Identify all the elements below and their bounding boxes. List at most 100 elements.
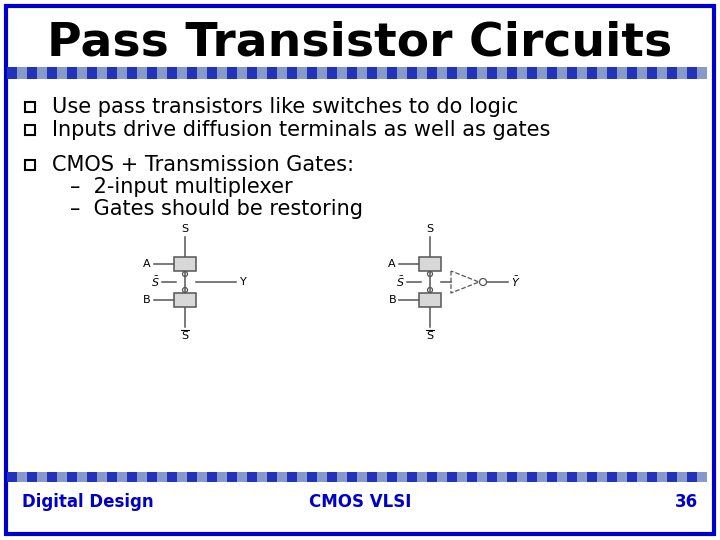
Text: Pass Transistor Circuits: Pass Transistor Circuits	[48, 21, 672, 65]
Text: B: B	[143, 295, 151, 305]
Bar	[174, 257, 196, 271]
Bar	[617, 67, 627, 79]
Bar	[347, 67, 357, 79]
Bar	[197, 67, 207, 79]
Bar	[37, 472, 47, 482]
Bar	[67, 472, 77, 482]
Text: –  2-input multiplexer: – 2-input multiplexer	[70, 177, 292, 197]
Bar	[157, 67, 167, 79]
Bar	[687, 67, 697, 79]
Bar	[277, 67, 287, 79]
Bar	[627, 472, 637, 482]
Bar	[517, 67, 527, 79]
Text: B: B	[388, 295, 396, 305]
Bar	[247, 472, 257, 482]
Bar	[67, 67, 77, 79]
Bar	[557, 67, 567, 79]
Bar	[677, 67, 687, 79]
Bar	[317, 472, 327, 482]
Bar	[267, 67, 277, 79]
Bar	[667, 472, 677, 482]
Text: S: S	[181, 331, 189, 341]
Bar	[377, 472, 387, 482]
Text: S: S	[426, 224, 433, 234]
Bar	[337, 67, 347, 79]
Bar	[487, 472, 497, 482]
Bar	[25, 160, 35, 170]
Bar	[557, 472, 567, 482]
Bar	[407, 472, 417, 482]
Bar	[537, 67, 547, 79]
Bar	[397, 67, 407, 79]
Bar	[287, 472, 297, 482]
Bar	[87, 67, 97, 79]
Bar	[167, 472, 177, 482]
Bar	[25, 102, 35, 112]
Bar	[657, 67, 667, 79]
Bar	[37, 67, 47, 79]
Bar	[417, 67, 427, 79]
Text: 36: 36	[675, 493, 698, 511]
Bar	[147, 472, 157, 482]
Bar	[447, 472, 457, 482]
Bar	[117, 472, 127, 482]
Bar	[397, 472, 407, 482]
Bar	[357, 472, 367, 482]
Bar	[567, 472, 577, 482]
Bar	[57, 67, 67, 79]
Bar	[127, 67, 137, 79]
Bar	[477, 472, 487, 482]
Text: A: A	[143, 259, 151, 269]
Bar	[457, 472, 467, 482]
Text: CMOS + Transmission Gates:: CMOS + Transmission Gates:	[52, 155, 354, 175]
Bar	[627, 67, 637, 79]
Bar	[127, 472, 137, 482]
Text: A: A	[388, 259, 396, 269]
FancyBboxPatch shape	[6, 6, 714, 534]
Bar	[177, 472, 187, 482]
Text: Y: Y	[240, 277, 247, 287]
Bar	[197, 472, 207, 482]
Bar	[357, 67, 367, 79]
Bar	[419, 257, 441, 271]
Text: $\bar{S}$: $\bar{S}$	[151, 275, 160, 289]
Bar	[27, 472, 37, 482]
Text: Use pass transistors like switches to do logic: Use pass transistors like switches to do…	[52, 97, 518, 117]
Text: $\bar{Y}$: $\bar{Y}$	[511, 275, 521, 289]
Bar	[147, 67, 157, 79]
Bar	[347, 472, 357, 482]
Bar	[657, 472, 667, 482]
Bar	[667, 67, 677, 79]
Bar	[377, 67, 387, 79]
Bar	[367, 67, 377, 79]
Bar	[187, 67, 197, 79]
Bar	[387, 472, 397, 482]
Bar	[207, 67, 217, 79]
Bar	[507, 67, 517, 79]
Bar	[367, 472, 377, 482]
Bar	[577, 67, 587, 79]
Bar	[237, 67, 247, 79]
Bar	[237, 472, 247, 482]
Bar	[447, 67, 457, 79]
Bar	[227, 472, 237, 482]
Bar	[437, 472, 447, 482]
Bar	[177, 67, 187, 79]
Bar	[297, 472, 307, 482]
Bar	[227, 67, 237, 79]
Bar	[137, 472, 147, 482]
Bar	[597, 472, 607, 482]
Bar	[77, 472, 87, 482]
Bar	[417, 472, 427, 482]
Bar	[87, 472, 97, 482]
Bar	[677, 472, 687, 482]
Bar	[217, 472, 227, 482]
Bar	[467, 67, 477, 79]
Bar	[617, 472, 627, 482]
Bar	[17, 472, 27, 482]
Bar	[137, 67, 147, 79]
Bar	[327, 472, 337, 482]
Bar	[307, 67, 317, 79]
Bar	[107, 472, 117, 482]
Bar	[537, 472, 547, 482]
